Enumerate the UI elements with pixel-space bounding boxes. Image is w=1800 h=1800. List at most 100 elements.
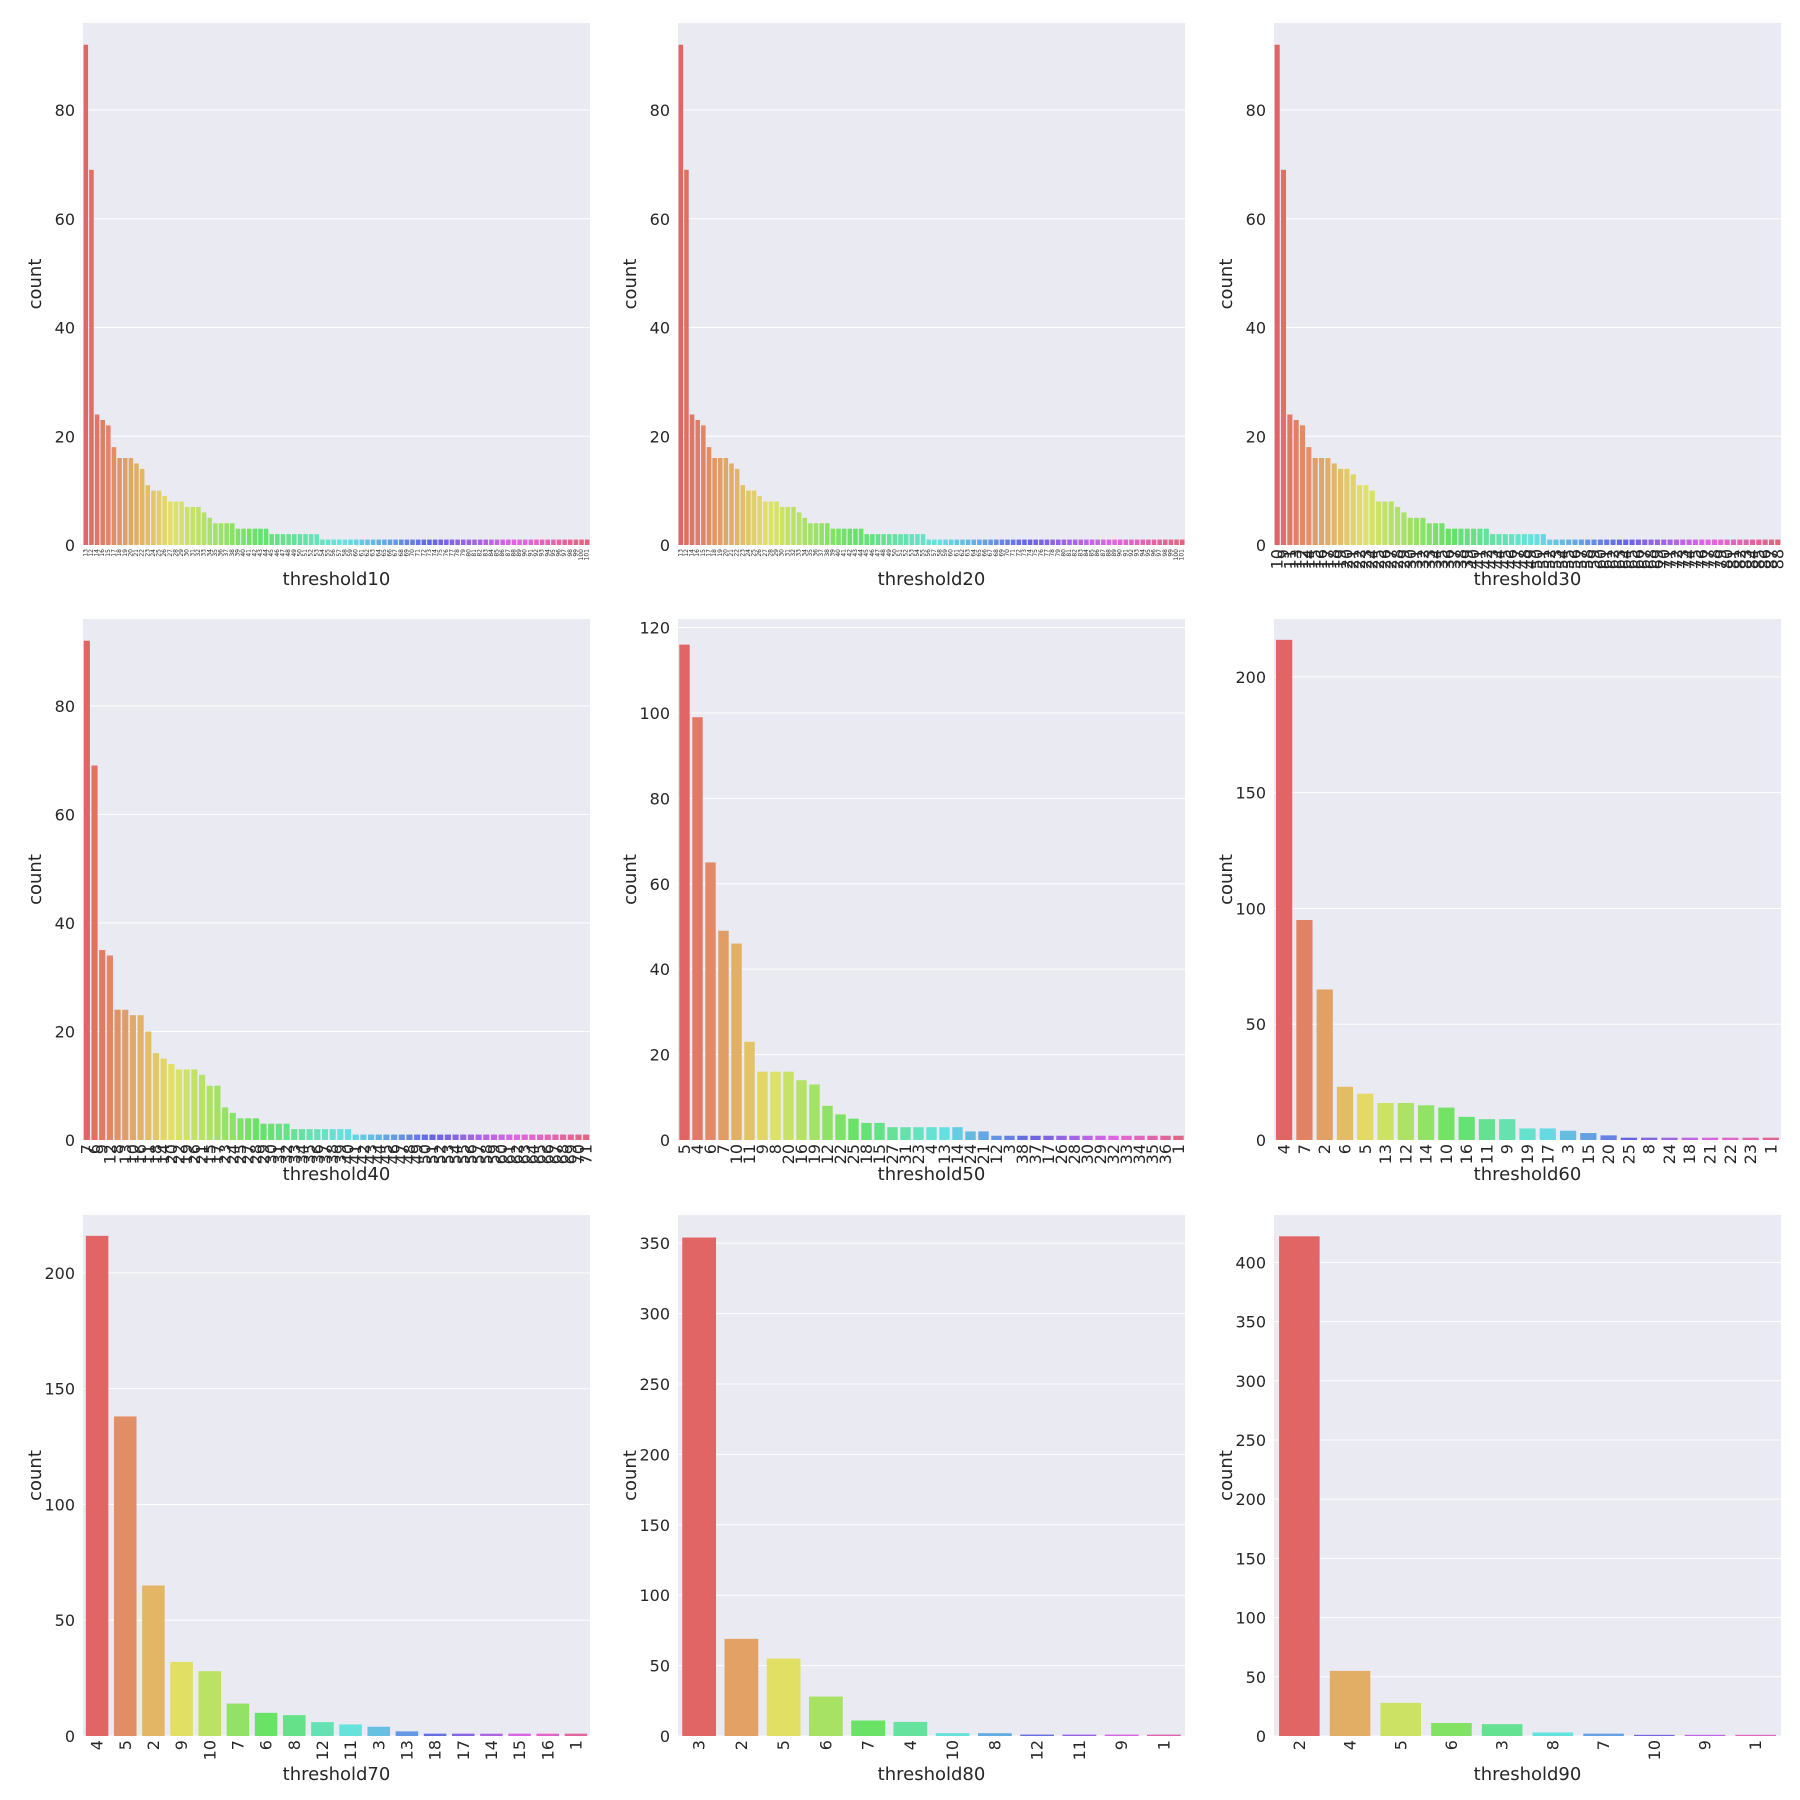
x-tick-label: 84: [1083, 549, 1090, 557]
x-tick-label: 66: [1629, 549, 1648, 569]
bar: [1724, 539, 1730, 545]
x-tick-label: 51: [897, 549, 904, 557]
bar: [861, 1122, 872, 1140]
bar: [1616, 539, 1622, 545]
y-tick-label: 40: [1246, 319, 1266, 338]
bar: [813, 523, 819, 545]
x-tick-label: 65: [976, 549, 983, 557]
x-tick-label: 24: [961, 1144, 980, 1164]
bar: [1146, 539, 1151, 545]
x-tick-label: 31: [784, 549, 791, 557]
bar: [91, 765, 98, 1140]
x-tick-label: 19: [177, 1144, 196, 1164]
x-tick-label: 1: [1154, 1740, 1173, 1750]
bar: [432, 539, 438, 545]
bar: [1067, 539, 1072, 545]
x-tick-label: 86: [499, 549, 506, 557]
x-tick-label: 97: [1156, 549, 1163, 557]
y-tick-label: 40: [650, 319, 670, 338]
y-tick-label: 50: [1246, 1668, 1266, 1687]
bar: [337, 1129, 344, 1140]
bar: [536, 1733, 560, 1736]
bar: [160, 1058, 167, 1140]
x-tick-label: 13: [82, 549, 89, 557]
x-tick-label: 53: [313, 549, 320, 557]
x-tick-label: 95: [550, 549, 557, 557]
x-tick-label: 17: [705, 549, 712, 557]
bar: [751, 490, 757, 545]
bar: [506, 1134, 513, 1140]
x-tick-label: 89: [1111, 549, 1118, 557]
bar: [198, 1074, 206, 1140]
bar: [1168, 539, 1174, 545]
x-tick-label: 8: [1640, 1144, 1659, 1154]
x-tick-label: 32: [277, 1144, 296, 1164]
bar: [320, 539, 325, 545]
x-tick-label: 90: [1117, 549, 1124, 557]
bar: [999, 539, 1005, 545]
x-tick-label: 77: [1043, 549, 1050, 557]
x-tick-label: 33: [285, 1144, 304, 1164]
x-tick-label: 28: [246, 1144, 265, 1164]
x-tick-label: 99: [1167, 549, 1174, 557]
y-axis-label: count: [25, 1450, 46, 1501]
bar: [1276, 639, 1293, 1140]
bar: [214, 1085, 221, 1140]
x-tick-label: 2: [1315, 1144, 1334, 1154]
y-tick-label: 100: [44, 1495, 75, 1514]
y-tick-label: 100: [1235, 899, 1266, 918]
bar: [438, 539, 443, 545]
x-tick-label: 84: [1743, 549, 1762, 569]
x-tick-label: 99: [572, 549, 579, 557]
bar: [452, 1134, 459, 1140]
bar: [536, 1134, 544, 1140]
bar: [939, 1127, 950, 1140]
bar: [241, 528, 246, 545]
x-tick-label: 14: [689, 549, 696, 557]
bar: [1020, 1734, 1055, 1736]
x-tick-label: 35: [300, 1144, 319, 1164]
bar: [1629, 539, 1635, 545]
y-tick-label: 200: [44, 1264, 75, 1283]
bar: [705, 862, 716, 1140]
bar: [1369, 490, 1375, 545]
bar: [106, 425, 111, 545]
x-tick-label: 28: [767, 549, 774, 557]
x-tick-label: 65: [531, 1144, 550, 1164]
bar: [545, 539, 551, 545]
y-tick-label: 0: [1256, 1131, 1266, 1150]
x-tick-label: 49: [886, 549, 893, 557]
bar: [376, 539, 382, 545]
bar: [1519, 1128, 1536, 1140]
x-tick-label: 37: [818, 549, 825, 557]
x-tick-label: 13: [935, 1144, 954, 1164]
bar: [1357, 1093, 1374, 1140]
x-tick-label: 54: [319, 549, 326, 557]
x-tick-label: 69: [1648, 549, 1667, 569]
bar: [383, 1134, 390, 1140]
y-axis-label: count: [25, 854, 46, 905]
x-tick-label: 64: [523, 1144, 542, 1164]
plot-area: [678, 619, 1185, 1140]
y-tick-label: 0: [660, 536, 670, 555]
x-tick-label: 17: [1538, 1144, 1557, 1164]
plot-area: [1274, 619, 1781, 1140]
bar: [1397, 1102, 1414, 1140]
bar: [1686, 539, 1692, 545]
x-tick-label: 20: [1599, 1144, 1618, 1164]
y-tick-label: 20: [650, 1046, 670, 1065]
x-tick-label: 74: [1680, 549, 1699, 569]
y-tick-label: 100: [639, 704, 670, 723]
bar: [513, 1134, 521, 1140]
x-tick-label: 72: [1015, 549, 1022, 557]
bar: [170, 1661, 193, 1736]
x-tick-label: 63: [370, 549, 377, 557]
x-tick-label: 57: [1572, 549, 1591, 569]
bar: [678, 44, 684, 545]
x-tick-label: 27: [239, 1144, 258, 1164]
x-axis-label: threshold70: [283, 1764, 391, 1785]
x-tick-label: 70: [1004, 549, 1011, 557]
x-tick-label: 6: [701, 1144, 720, 1154]
bar: [740, 485, 746, 545]
bar: [106, 955, 113, 1140]
